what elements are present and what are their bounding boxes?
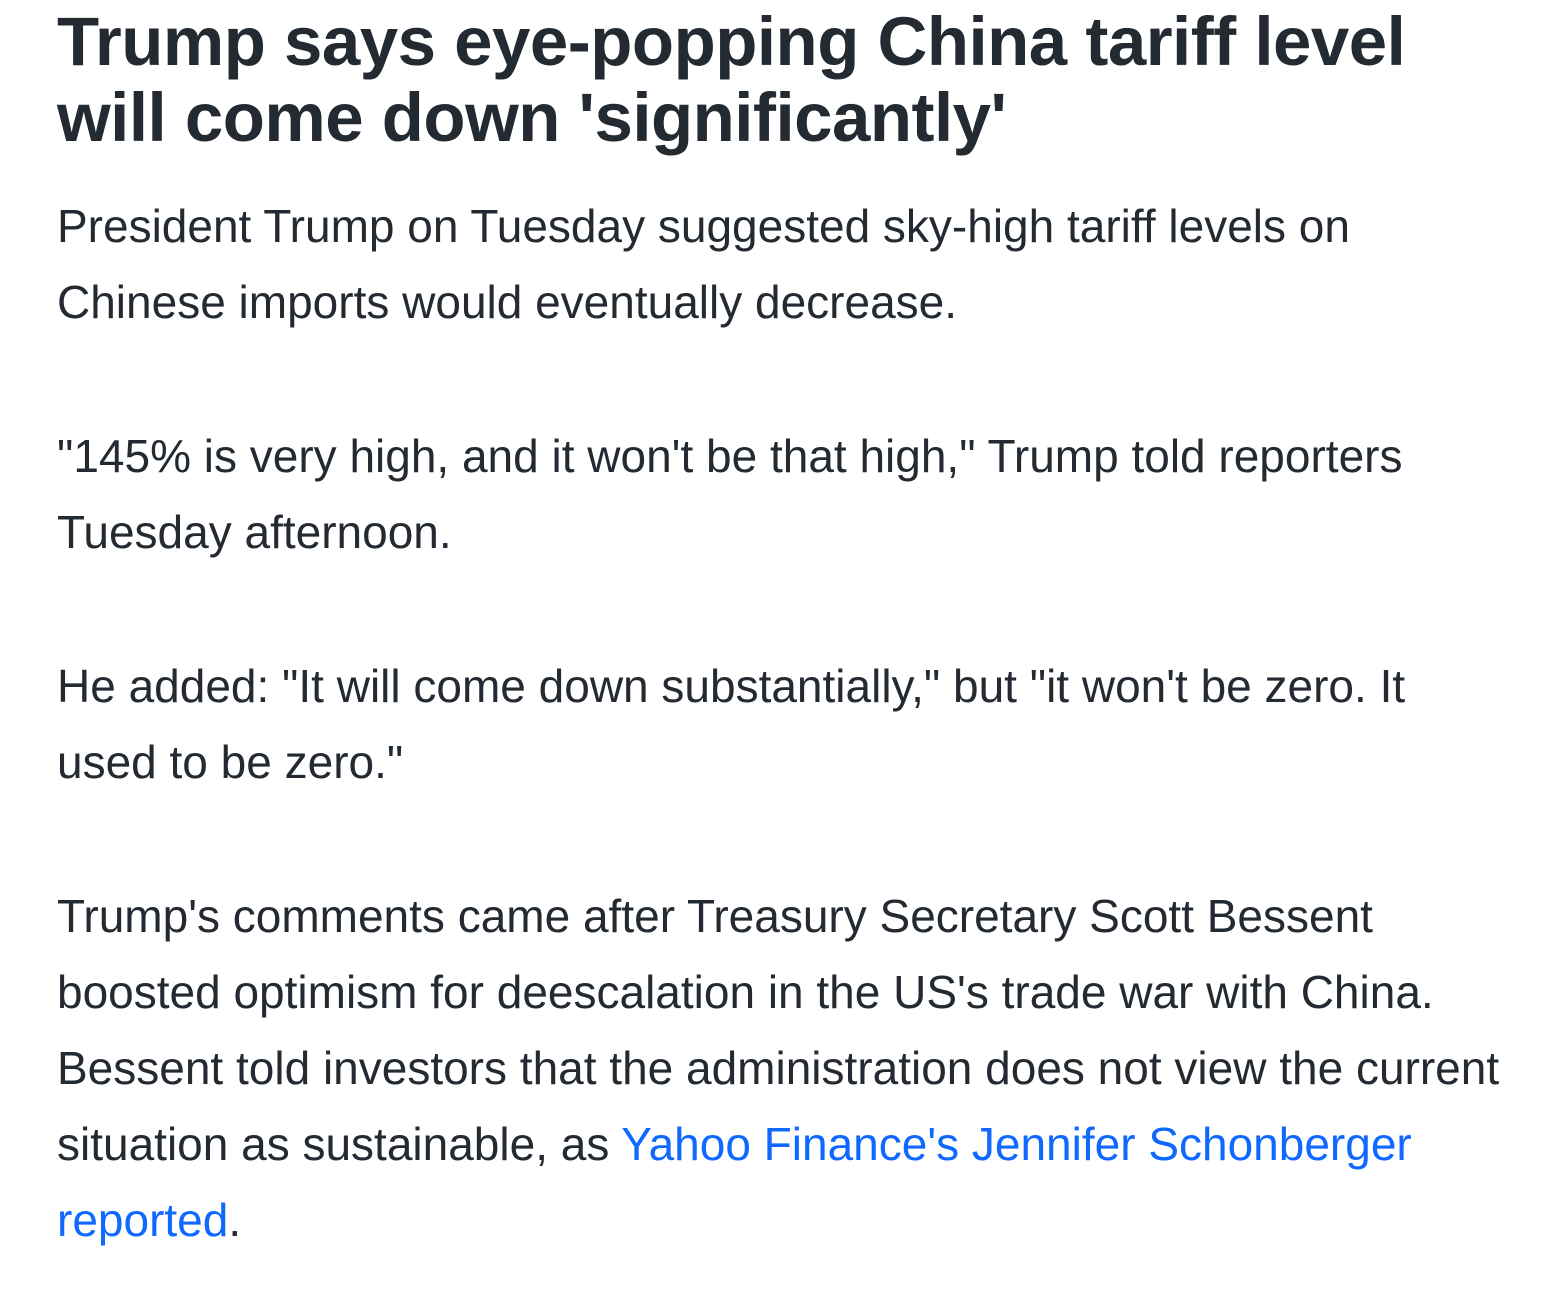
article: Trump says eye-popping China tariff leve… (57, 0, 1517, 1258)
paragraph-1: President Trump on Tuesday suggested sky… (57, 200, 1350, 328)
paragraph-4-text: Trump's comments came after Treasury Sec… (57, 890, 1500, 1170)
paragraph-2: "145% is very high, and it won't be that… (57, 430, 1403, 558)
paragraph-3: He added: "It will come down substantial… (57, 660, 1406, 788)
article-headline: Trump says eye-popping China tariff leve… (57, 3, 1406, 156)
paragraph-4: Trump's comments came after Treasury Sec… (57, 878, 1517, 1258)
article-body: President Trump on Tuesday suggested sky… (57, 188, 1517, 1258)
paragraph-4-end: . (228, 1194, 242, 1246)
yahoo-finance-report-link[interactable]: Yahoo Finance's Jennifer Schonberger rep… (57, 1118, 1412, 1246)
